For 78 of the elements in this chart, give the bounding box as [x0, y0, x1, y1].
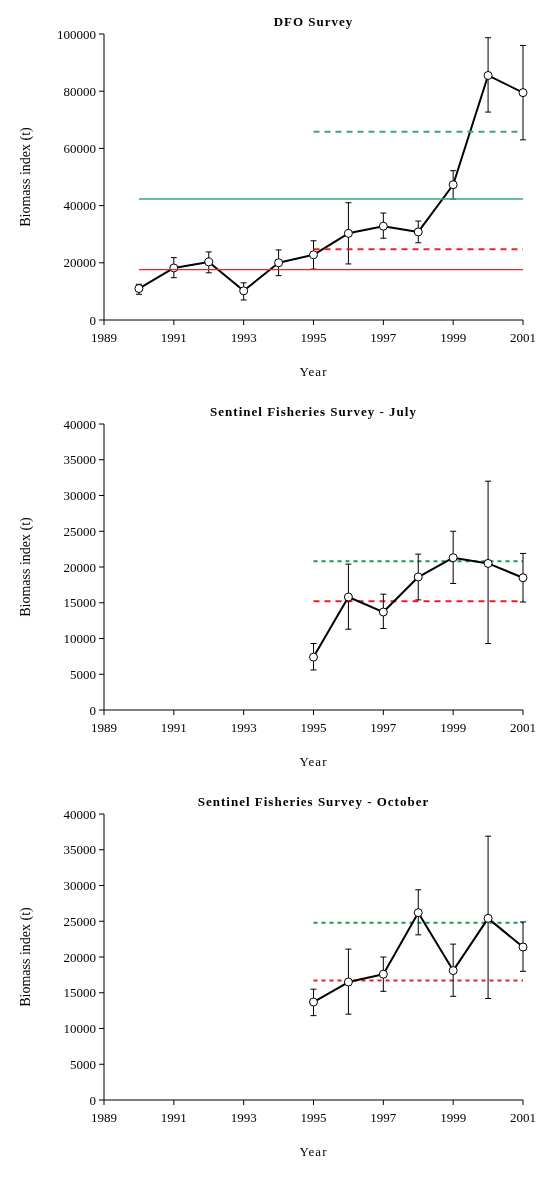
- point: [413, 227, 423, 237]
- point: [309, 997, 318, 1007]
- point: [448, 180, 458, 190]
- x-tick-label: 1991: [160, 330, 187, 345]
- y-tick-label: 25000: [63, 913, 96, 929]
- x-tick-label: 1999: [440, 330, 467, 345]
- y-tick-label: 15000: [63, 985, 96, 1001]
- point: [518, 88, 528, 98]
- point: [413, 572, 423, 582]
- y-tick-label: 30000: [63, 488, 96, 503]
- point: [518, 942, 528, 952]
- point: [204, 257, 214, 267]
- x-tick-label: 1997: [370, 330, 397, 345]
- point: [239, 286, 249, 296]
- y-tick-label: 100000: [57, 26, 96, 42]
- point: [483, 70, 493, 80]
- y-tick-label: 20000: [63, 949, 96, 965]
- y-tick-label: 35000: [63, 842, 96, 858]
- y-tick-label: 0: [89, 702, 96, 718]
- point: [274, 258, 284, 268]
- y-tick-label: 40000: [63, 198, 96, 214]
- x-tick-label: 1995: [300, 1110, 327, 1125]
- y-tick-label: 40000: [63, 806, 96, 822]
- point: [483, 913, 493, 923]
- x-tick-label: 1989: [91, 720, 117, 735]
- x-tick-label: 1999: [440, 1110, 467, 1125]
- y-tick-label: 10000: [63, 631, 96, 646]
- x-tick-label: 1989: [91, 1110, 117, 1125]
- x-tick-label: 1997: [370, 1110, 397, 1125]
- y-tick-label: 5000: [70, 1056, 96, 1072]
- point: [343, 592, 353, 602]
- y-tick-label: 25000: [63, 523, 96, 539]
- y-tick-label: 60000: [63, 140, 96, 156]
- x-tick-label: 1989: [91, 330, 117, 345]
- x-axis-title: Year: [299, 754, 328, 769]
- y-tick-label: 0: [89, 312, 96, 328]
- x-tick-label: 2001: [510, 330, 536, 345]
- chart-title: Sentinel Fisheries Survey - October: [197, 794, 430, 809]
- y-tick-label: 20000: [63, 255, 96, 271]
- x-tick-label: 1995: [300, 330, 327, 345]
- point: [378, 969, 388, 979]
- y-tick-label: 0: [89, 1092, 96, 1108]
- y-tick-label: 15000: [63, 595, 96, 611]
- y-axis-title: Biomass index (t): [18, 126, 34, 227]
- x-axis-title: Year: [299, 1144, 328, 1159]
- point: [309, 250, 318, 260]
- y-tick-label: 30000: [63, 878, 96, 893]
- point: [483, 558, 493, 568]
- x-tick-label: 1991: [160, 1110, 187, 1125]
- chart-title: DFO Survey: [273, 14, 354, 29]
- chart-title: Sentinel Fisheries Survey - July: [210, 404, 417, 419]
- x-tick-label: 1993: [230, 330, 257, 345]
- x-tick-label: 1993: [230, 1110, 257, 1125]
- x-tick-label: 1991: [160, 720, 187, 735]
- x-tick-label: 1995: [300, 720, 327, 735]
- point: [448, 966, 458, 976]
- point: [413, 908, 423, 918]
- x-axis-title: Year: [299, 364, 328, 379]
- x-tick-label: 2001: [510, 1110, 536, 1125]
- y-tick-label: 40000: [63, 416, 96, 432]
- y-axis-title: Biomass index (t): [18, 906, 34, 1007]
- y-tick-label: 20000: [63, 559, 96, 575]
- x-tick-label: 1997: [370, 720, 397, 735]
- point: [448, 553, 458, 563]
- y-tick-label: 80000: [63, 83, 96, 99]
- x-tick-label: 2001: [510, 720, 536, 735]
- point: [518, 573, 528, 583]
- y-axis-title: Biomass index (t): [18, 516, 34, 617]
- point: [343, 977, 353, 987]
- point: [378, 221, 388, 231]
- x-tick-label: 1999: [440, 720, 467, 735]
- point: [343, 228, 353, 238]
- point: [378, 607, 388, 617]
- y-tick-label: 5000: [70, 666, 96, 682]
- x-tick-label: 1993: [230, 720, 257, 735]
- y-tick-label: 10000: [63, 1021, 96, 1036]
- point: [309, 652, 318, 662]
- y-tick-label: 35000: [63, 452, 96, 468]
